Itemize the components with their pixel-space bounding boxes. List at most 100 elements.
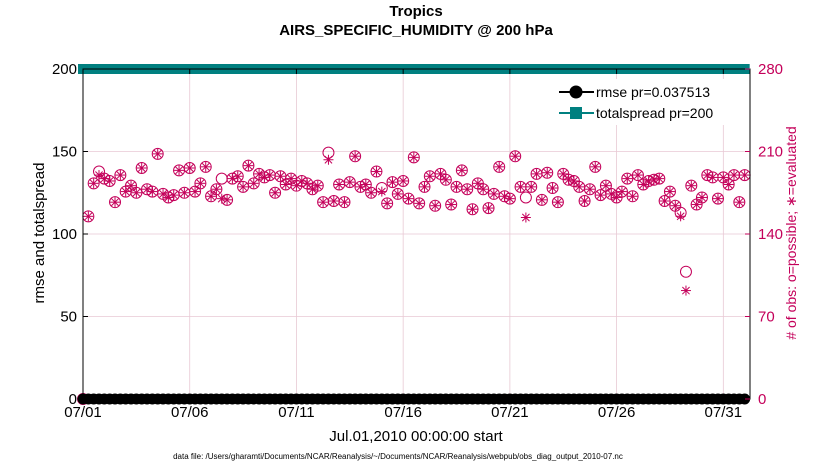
obs-evaluated-stroke bbox=[191, 187, 200, 196]
obs-possible-marker bbox=[551, 196, 564, 209]
obs-possible-marker bbox=[135, 162, 148, 174]
obs-evaluated-stroke bbox=[730, 171, 738, 180]
obs-possible-marker bbox=[615, 185, 628, 198]
obs-evaluated-stroke bbox=[714, 194, 722, 203]
obs-possible-marker bbox=[103, 174, 116, 187]
obs-evaluated-stroke bbox=[239, 182, 248, 191]
obs-evaluated-marker bbox=[456, 165, 467, 176]
obs-evaluated-stroke bbox=[527, 182, 536, 191]
obs-evaluated-marker bbox=[110, 197, 121, 208]
obs-evaluated-stroke bbox=[687, 181, 696, 190]
obs-evaluated-marker bbox=[664, 186, 675, 197]
obs-evaluated-stroke bbox=[393, 189, 402, 198]
obs-evaluated-stroke bbox=[591, 162, 600, 171]
obs-evaluated-stroke bbox=[532, 169, 541, 178]
obs-evaluated-stroke bbox=[559, 169, 568, 178]
obs-evaluated-marker bbox=[222, 194, 233, 205]
obs-evaluated-marker bbox=[504, 193, 515, 204]
legend-spread-marker bbox=[570, 107, 582, 119]
obs-evaluated-stroke bbox=[569, 177, 578, 185]
obs-evaluated-stroke bbox=[127, 181, 135, 190]
obs-evaluated-marker bbox=[328, 196, 339, 206]
obs-evaluated-marker bbox=[318, 197, 329, 208]
obs-evaluated-stroke bbox=[452, 182, 461, 191]
obs-evaluated-stroke bbox=[153, 149, 162, 158]
obs-evaluated-marker bbox=[174, 165, 185, 176]
y-axis-left-label: rmse and totalspread bbox=[31, 163, 48, 304]
obs-possible-marker bbox=[413, 197, 426, 210]
obs-evaluated-stroke bbox=[201, 162, 210, 171]
obs-evaluated-stroke bbox=[676, 212, 685, 221]
obs-evaluated-marker bbox=[670, 200, 681, 211]
obs-evaluated-stroke bbox=[361, 180, 370, 189]
obs-evaluated-marker bbox=[531, 168, 542, 179]
obs-possible-marker bbox=[397, 174, 410, 187]
obs-evaluated-stroke bbox=[95, 171, 103, 180]
obs-possible-marker bbox=[535, 193, 548, 206]
obs-evaluated-stroke bbox=[623, 174, 632, 183]
obs-evaluated-marker bbox=[520, 212, 531, 223]
obs-evaluated-marker bbox=[387, 177, 398, 188]
obs-evaluated-stroke bbox=[399, 177, 408, 185]
obs-evaluated-marker bbox=[152, 148, 163, 159]
obs-possible-marker bbox=[445, 198, 458, 211]
obs-evaluated-stroke bbox=[585, 185, 594, 194]
obs-evaluated-stroke bbox=[287, 174, 296, 183]
obs-evaluated-marker bbox=[574, 181, 585, 192]
obs-possible-marker bbox=[343, 176, 356, 189]
obs-evaluated-marker bbox=[638, 179, 649, 190]
obs-evaluated-marker bbox=[275, 171, 286, 182]
obs-evaluated-marker bbox=[339, 197, 350, 208]
obs-evaluated-marker bbox=[734, 197, 745, 208]
obs-evaluated-marker bbox=[398, 175, 409, 186]
obs-evaluated-marker bbox=[147, 186, 158, 197]
obs-evaluated-marker bbox=[718, 172, 729, 183]
obs-possible-marker bbox=[247, 177, 260, 190]
obs-evaluated-stroke bbox=[175, 166, 184, 175]
obs-evaluated-stroke bbox=[196, 179, 205, 188]
obs-evaluated-marker bbox=[622, 173, 633, 184]
obs-evaluated-marker bbox=[88, 178, 99, 189]
y-left-tick-label: 200 bbox=[52, 61, 77, 78]
obs-possible-marker bbox=[733, 196, 746, 209]
obs-evaluated-marker bbox=[712, 193, 723, 204]
x-tick-label: 07/26 bbox=[598, 404, 636, 421]
obs-evaluated-marker bbox=[494, 161, 505, 172]
obs-evaluated-marker bbox=[547, 183, 558, 194]
obs-evaluated-stroke bbox=[698, 193, 706, 202]
obs-evaluated-marker bbox=[206, 191, 217, 202]
obs-evaluated-marker bbox=[478, 184, 489, 195]
obs-evaluated-marker bbox=[595, 190, 606, 201]
obs-possible-marker bbox=[151, 147, 164, 160]
obs-possible-marker bbox=[210, 183, 223, 196]
obs-possible-marker bbox=[466, 203, 479, 216]
y-right-tick-label: 0 bbox=[758, 391, 766, 408]
obs-evaluated-marker bbox=[158, 188, 169, 199]
obs-evaluated-stroke bbox=[265, 171, 274, 180]
obs-evaluated-stroke bbox=[244, 161, 253, 170]
obs-evaluated-marker bbox=[195, 178, 206, 189]
obs-evaluated-stroke bbox=[367, 188, 376, 197]
obs-evaluated-stroke bbox=[340, 198, 349, 207]
obs-evaluated-stroke bbox=[441, 175, 450, 184]
obs-evaluated-stroke bbox=[719, 173, 728, 182]
obs-possible-marker bbox=[130, 186, 143, 199]
obs-possible-marker bbox=[231, 170, 244, 183]
y-right-tick-label: 70 bbox=[758, 309, 775, 326]
obs-possible-marker bbox=[477, 183, 490, 196]
obs-possible-marker bbox=[455, 164, 468, 177]
obs-evaluated-stroke bbox=[724, 180, 733, 189]
obs-evaluated-stroke bbox=[548, 184, 557, 192]
y-left-tick-label: 50 bbox=[60, 309, 77, 326]
obs-evaluated-marker bbox=[446, 199, 457, 210]
y-left-tick-label: 0 bbox=[69, 391, 77, 408]
obs-evaluated-marker bbox=[126, 180, 137, 191]
obs-evaluated-marker bbox=[542, 167, 553, 178]
obs-evaluated-marker bbox=[168, 190, 179, 201]
obs-evaluated-marker bbox=[584, 184, 595, 195]
y-right-tick-label: 280 bbox=[758, 61, 783, 78]
obs-evaluated-stroke bbox=[388, 178, 397, 187]
obs-evaluated-stroke bbox=[409, 153, 418, 162]
obs-possible-marker bbox=[482, 202, 495, 215]
obs-evaluated-stroke bbox=[511, 152, 520, 161]
